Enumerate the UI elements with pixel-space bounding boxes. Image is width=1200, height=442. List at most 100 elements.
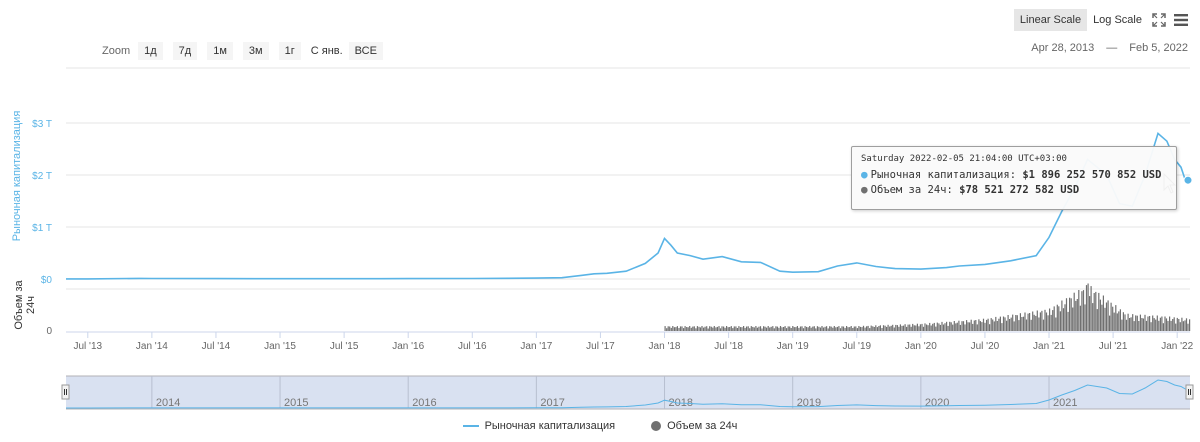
zoom-ytd-button[interactable]: С янв. <box>310 45 343 57</box>
volume-bar <box>793 327 795 331</box>
volume-bar <box>884 325 886 331</box>
volume-bar <box>896 325 898 331</box>
volume-bar <box>889 326 891 331</box>
y-axis-ticks: $0 $1 T $2 T $3 T <box>32 119 52 286</box>
volume-bar <box>815 328 817 331</box>
volume-bar <box>1135 315 1137 331</box>
volume-bar <box>1015 315 1017 331</box>
volume-bar <box>882 325 885 331</box>
volume-bar <box>1152 315 1154 331</box>
navigator-year-label: 2015 <box>284 397 308 409</box>
volume-bar <box>1101 304 1103 331</box>
volume-bar <box>736 328 738 331</box>
zoom-all-button[interactable]: ВСЕ <box>348 42 383 60</box>
volume-bar <box>709 326 711 331</box>
volume-bar <box>1132 314 1134 331</box>
zoom-3m-button[interactable]: 3м <box>242 42 269 60</box>
volume-bar <box>1184 320 1186 331</box>
volume-bar <box>718 326 720 331</box>
volume-bar <box>1165 318 1168 331</box>
volume-bar <box>853 326 855 331</box>
volume-bar <box>750 326 752 331</box>
volume-bar <box>1075 300 1077 331</box>
volume-bar <box>816 326 818 331</box>
volume-bar <box>986 319 988 331</box>
volume-bar <box>1021 317 1023 331</box>
volume-bar <box>764 326 766 331</box>
volume-bar <box>1024 312 1026 331</box>
volume-bar <box>713 326 715 331</box>
volume-bar <box>739 327 742 331</box>
volume-bar <box>1062 308 1065 331</box>
x-tick-label: Jul '16 <box>458 341 487 352</box>
volume-bar <box>799 326 802 331</box>
volume-bar <box>1085 285 1088 331</box>
legend-market-cap[interactable]: Рыночная капитализация <box>462 420 615 432</box>
volume-bar <box>763 326 765 331</box>
volume-bar <box>721 326 723 331</box>
volume-bar <box>1045 312 1048 331</box>
zoom-1m-button[interactable]: 1м <box>207 42 233 60</box>
volume-bar <box>796 326 798 331</box>
volume-bar <box>1098 292 1100 331</box>
zoom-1d-button[interactable]: 1д <box>138 42 163 60</box>
range-from[interactable]: Apr 28, 2013 <box>1031 42 1095 54</box>
volume-bar <box>1033 314 1035 331</box>
x-tick-label: Jul '19 <box>842 341 871 352</box>
volume-bar <box>692 326 694 331</box>
volume-bar <box>738 326 740 331</box>
volume-bar <box>1039 312 1041 331</box>
volume-bar <box>1122 312 1124 331</box>
volume-bar <box>970 319 972 331</box>
linear-scale-button[interactable]: Linear Scale <box>1013 9 1088 31</box>
volume-bar <box>715 327 717 331</box>
volume-bar <box>1175 323 1177 331</box>
volume-bar <box>1179 322 1181 331</box>
volume-bar <box>1121 319 1123 331</box>
volume-bar <box>1169 316 1171 331</box>
volume-bar <box>878 326 880 331</box>
zoom-1y-button[interactable]: 1г <box>278 42 301 60</box>
volume-bar <box>779 326 782 331</box>
date-range: Apr 28, 2013 — Feb 5, 2022 <box>1031 42 1188 54</box>
fullscreen-icon[interactable] <box>1148 9 1170 31</box>
volume-bar <box>824 326 826 331</box>
x-tick-label: Jul '13 <box>73 341 102 352</box>
legend-volume[interactable]: Объем за 24ч <box>651 420 737 432</box>
volume-bar <box>1032 311 1034 331</box>
volume-bar <box>979 321 981 331</box>
volume-bar <box>1112 306 1114 331</box>
volume-bar <box>1149 316 1151 331</box>
volume-bar <box>1102 295 1104 331</box>
volume-bar <box>1049 308 1051 331</box>
volume-bar <box>930 325 932 331</box>
volume-bar <box>730 326 732 331</box>
volume-bar <box>792 326 794 331</box>
x-tick-label: Jan '18 <box>649 341 681 352</box>
menu-icon[interactable] <box>1170 9 1192 31</box>
range-to[interactable]: Feb 5, 2022 <box>1129 42 1188 54</box>
navigator-right-handle[interactable] <box>1185 384 1194 400</box>
volume-bar <box>1119 309 1121 331</box>
log-scale-button[interactable]: Log Scale <box>1093 14 1142 26</box>
zoom-7d-button[interactable]: 7д <box>172 42 198 60</box>
volume-series <box>664 283 1191 331</box>
volume-bar <box>781 327 783 331</box>
volume-bar <box>735 326 737 331</box>
x-tick-label: Jan '17 <box>520 341 552 352</box>
volume-bar <box>881 328 883 331</box>
navigator-window[interactable] <box>66 376 1190 409</box>
y-tick-label: $0 <box>41 275 53 286</box>
volume-bar <box>1073 292 1075 331</box>
volume-bar <box>1162 323 1164 331</box>
volume-bar <box>686 327 688 331</box>
navigator-left-handle[interactable] <box>61 384 70 400</box>
volume-bar <box>749 328 751 331</box>
volume-bar <box>921 323 923 331</box>
volume-bar <box>773 328 775 331</box>
volume-bar <box>1136 315 1138 331</box>
volume-bar <box>821 326 823 331</box>
volume-bar <box>975 320 977 331</box>
volume-bar <box>1113 312 1115 331</box>
